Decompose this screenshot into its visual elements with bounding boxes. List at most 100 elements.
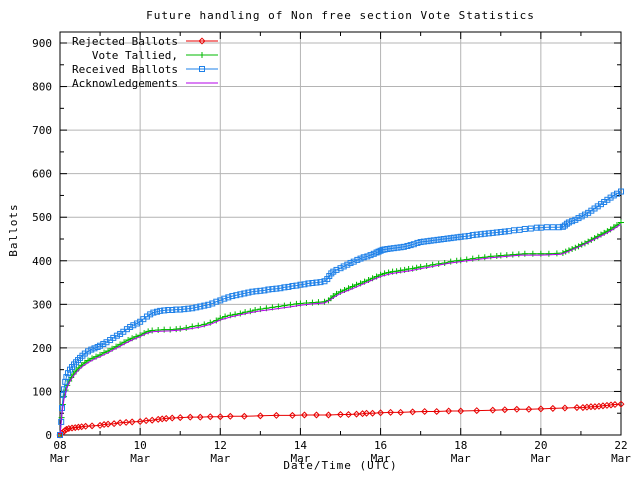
diamond-marker bbox=[457, 407, 465, 415]
plus-marker bbox=[487, 253, 494, 260]
square-marker bbox=[273, 285, 280, 292]
series-markers-vote-tallied bbox=[57, 219, 624, 438]
y-tick-label: 600 bbox=[32, 168, 52, 181]
diamond-marker bbox=[377, 409, 385, 417]
square-marker bbox=[407, 242, 414, 249]
diamond-marker bbox=[324, 411, 332, 419]
square-marker bbox=[493, 229, 500, 236]
diamond-marker bbox=[196, 413, 204, 421]
square-marker bbox=[153, 308, 160, 315]
x-tick-label-month: Mar bbox=[611, 452, 631, 465]
diamond-marker bbox=[537, 405, 545, 413]
legend-label-rejected-ballots: Rejected Ballots bbox=[72, 35, 178, 48]
square-marker bbox=[618, 188, 624, 195]
square-marker bbox=[127, 323, 134, 330]
diamond-marker bbox=[68, 424, 76, 432]
diamond-marker bbox=[122, 418, 130, 426]
square-marker bbox=[424, 238, 431, 245]
square-marker bbox=[461, 233, 468, 240]
square-marker bbox=[575, 215, 582, 222]
square-marker bbox=[360, 254, 367, 261]
plus-marker bbox=[463, 256, 470, 263]
diamond-marker bbox=[216, 413, 224, 421]
square-marker bbox=[100, 340, 107, 347]
square-marker bbox=[485, 230, 492, 237]
plus-marker bbox=[183, 324, 190, 331]
square-marker bbox=[309, 279, 316, 286]
diamond-marker bbox=[88, 422, 96, 430]
plus-marker bbox=[435, 260, 442, 267]
diamond-marker bbox=[433, 407, 441, 415]
square-marker bbox=[185, 305, 192, 312]
legend-item-rejected-ballots: Rejected Ballots bbox=[72, 35, 218, 48]
series-vote-tallied bbox=[57, 219, 624, 438]
square-marker bbox=[63, 374, 70, 381]
square-marker bbox=[161, 307, 168, 314]
diamond-marker bbox=[525, 405, 533, 413]
legend-item-received-ballots: Received Ballots bbox=[72, 63, 218, 76]
gridlines bbox=[60, 32, 621, 435]
diamond-marker bbox=[82, 422, 90, 430]
square-marker bbox=[147, 311, 154, 318]
diamond-marker bbox=[240, 412, 248, 420]
square-marker bbox=[265, 286, 272, 293]
square-marker bbox=[350, 258, 357, 265]
diamond-marker bbox=[369, 409, 377, 417]
y-tick-label: 800 bbox=[32, 81, 52, 94]
square-marker bbox=[130, 322, 137, 329]
square-marker bbox=[181, 306, 188, 313]
square-marker bbox=[444, 235, 451, 242]
square-marker bbox=[97, 342, 104, 349]
diamond-marker bbox=[186, 413, 194, 421]
square-marker bbox=[157, 307, 164, 314]
square-marker bbox=[293, 282, 300, 289]
diamond-marker bbox=[71, 424, 79, 432]
square-marker bbox=[193, 304, 200, 311]
plus-marker bbox=[537, 250, 544, 257]
diamond-marker bbox=[397, 408, 405, 416]
diamond-marker bbox=[363, 409, 371, 417]
diamond-marker bbox=[549, 404, 557, 412]
square-marker bbox=[581, 211, 588, 218]
diamond-marker bbox=[353, 410, 361, 418]
plus-marker bbox=[469, 255, 476, 262]
diamond-marker bbox=[104, 420, 112, 428]
x-tick-label: 18 bbox=[454, 439, 467, 452]
legend-item-vote-tallied: Vote Tallied, bbox=[92, 49, 218, 62]
diamond-marker bbox=[501, 406, 509, 414]
diamond-marker bbox=[288, 411, 296, 419]
square-marker bbox=[221, 295, 228, 302]
square-marker bbox=[281, 284, 288, 291]
diamond-marker bbox=[473, 407, 481, 415]
x-tick-label: 12 bbox=[214, 439, 227, 452]
square-marker bbox=[241, 290, 248, 297]
y-tick-label: 700 bbox=[32, 124, 52, 137]
diamond-marker bbox=[116, 419, 124, 427]
diamond-marker bbox=[345, 411, 353, 419]
square-marker bbox=[60, 391, 67, 398]
square-marker bbox=[430, 237, 437, 244]
square-marker bbox=[454, 234, 461, 241]
plus-marker bbox=[447, 258, 454, 265]
diamond-marker bbox=[445, 407, 453, 415]
square-marker bbox=[427, 237, 434, 244]
square-marker bbox=[549, 224, 556, 231]
square-marker bbox=[565, 219, 572, 226]
legend-label-acknowledgements: Acknowledgements bbox=[72, 77, 178, 90]
diamond-marker bbox=[136, 417, 144, 426]
diamond-marker bbox=[74, 423, 82, 431]
square-marker bbox=[404, 242, 411, 249]
y-tick-label: 200 bbox=[32, 342, 52, 355]
y-tick-label: 100 bbox=[32, 385, 52, 398]
legend-label-vote-tallied: Vote Tallied, bbox=[92, 49, 178, 62]
square-marker bbox=[305, 280, 312, 287]
series-rejected-ballots bbox=[56, 400, 625, 439]
diamond-marker bbox=[65, 424, 73, 432]
square-marker bbox=[301, 281, 308, 288]
series-line-acknowledgements bbox=[59, 223, 622, 436]
series-line-received-ballots bbox=[59, 191, 622, 436]
tick-labels: 08Mar10Mar12Mar14Mar16Mar18Mar20Mar22Mar… bbox=[32, 37, 631, 465]
square-marker bbox=[457, 233, 464, 240]
x-tick-label-month: Mar bbox=[451, 452, 471, 465]
